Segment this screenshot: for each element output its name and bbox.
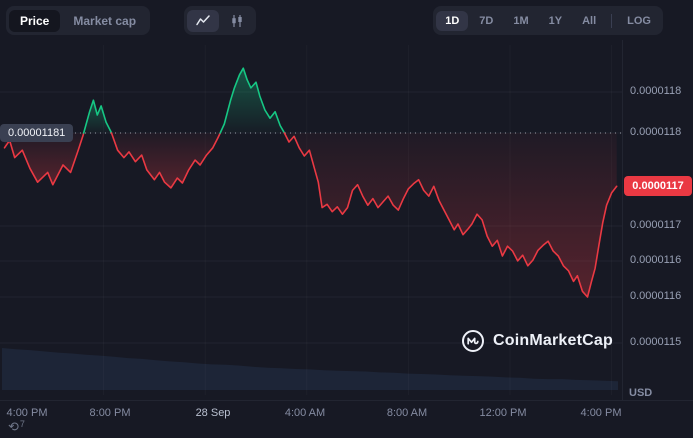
area-fill-layer	[4, 68, 617, 297]
baseline-price-badge: 0.00001181	[0, 124, 74, 142]
price-tab[interactable]: Price	[9, 9, 61, 32]
range-1d-button[interactable]: 1D	[436, 10, 469, 31]
price-area-down	[111, 133, 221, 188]
range-1m-button[interactable]: 1M	[504, 11, 537, 31]
price-tick-label: 0.0000118	[630, 85, 682, 97]
price-tick-label: 0.0000118	[630, 126, 682, 138]
price-line-down	[3, 132, 85, 186]
price-chart-area: 0.00001181 0.0000117 0.0000118 0.0000118 0…	[0, 40, 693, 438]
current-price-badge: 0.0000117	[624, 176, 692, 196]
price-tick-label: 0.0000115	[630, 336, 682, 348]
price-tick-label: 0.0000117	[630, 219, 682, 231]
coinmarketcap-logo-icon	[462, 330, 484, 352]
line-chart-type-button[interactable]	[187, 9, 219, 32]
price-area-down	[284, 133, 617, 297]
price-area-up	[83, 100, 112, 133]
price-plot[interactable]	[0, 45, 622, 400]
price-tick-label: 0.0000116	[630, 254, 682, 266]
range-log-button[interactable]: LOG	[618, 11, 660, 31]
time-tick-label: 4:00 PM	[580, 407, 622, 419]
chart-type-toggle	[184, 6, 256, 35]
line-chart-icon	[196, 14, 210, 25]
volume-area	[2, 348, 618, 390]
price-tick-label: 0.0000116	[630, 290, 682, 302]
history-count: 7	[19, 419, 25, 429]
range-7d-button[interactable]: 7D	[470, 11, 502, 31]
market-cap-tab[interactable]: Market cap	[62, 10, 147, 32]
time-tick-label: 12:00 PM	[479, 407, 527, 419]
price-line-up	[219, 67, 286, 134]
axis-unit-label: USD	[629, 387, 653, 399]
chart-toolbar: Price Market cap 1D 7D 1M 1Y All LOG	[0, 0, 693, 40]
time-tick-label: 4:00 AM	[284, 407, 326, 419]
watermark-text: CoinMarketCap	[493, 332, 613, 349]
price-axis: 0.0000118 0.0000118 0.0000117 0.0000116 0.00…	[622, 40, 693, 400]
price-area-down	[4, 133, 84, 185]
candlestick-chart-type-button[interactable]	[221, 10, 253, 32]
time-tick-label: 4:00 PM	[6, 407, 48, 419]
time-tick-label: 8:00 PM	[89, 407, 131, 419]
history-icon: ⟲	[8, 419, 19, 434]
time-tick-label: 28 Sep	[195, 407, 231, 419]
range-all-button[interactable]: All	[573, 11, 605, 31]
price-line-layer	[3, 67, 618, 298]
range-selector: 1D 7D 1M 1Y All LOG	[433, 6, 663, 35]
time-tick-label: 8:00 AM	[386, 407, 428, 419]
volume-layer	[2, 348, 618, 390]
range-1y-button[interactable]: 1Y	[540, 11, 571, 31]
price-line-down	[283, 132, 618, 298]
price-marketcap-toggle: Price Market cap	[6, 6, 151, 35]
price-line-up	[82, 99, 113, 134]
time-axis: 4:00 PM 8:00 PM 28 Sep 4:00 AM 8:00 AM 12:00 …	[0, 400, 693, 438]
price-line-down	[110, 132, 221, 189]
range-divider	[611, 13, 613, 28]
candlestick-icon	[232, 14, 242, 27]
coinmarketcap-watermark: CoinMarketCap	[461, 329, 613, 353]
history-button[interactable]: ⟲ 7	[8, 419, 25, 434]
